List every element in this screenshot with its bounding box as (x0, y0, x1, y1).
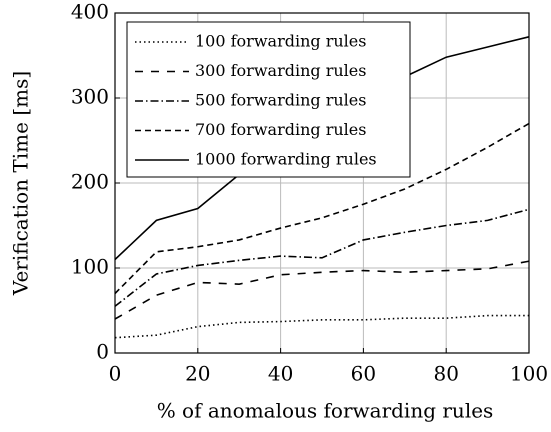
legend-label: 500 forwarding rules (195, 91, 366, 110)
plot-frame (114, 12, 530, 354)
x-tick-label: 80 (433, 362, 458, 386)
x-tick-label: 0 (109, 362, 122, 386)
series-line (114, 208, 530, 307)
series-line (114, 260, 530, 320)
legend-label: 300 forwarding rules (195, 61, 366, 80)
y-axis-label: Verification Time [ms] (9, 71, 33, 296)
legend-label: 1000 forwarding rules (195, 150, 377, 169)
legend-box (126, 21, 411, 178)
legend-label: 700 forwarding rules (195, 120, 366, 139)
y-tick-label: 400 (71, 0, 109, 24)
series-line (114, 314, 529, 339)
x-tick-label: 100 (510, 362, 548, 386)
x-tick-label: 20 (185, 362, 210, 386)
y-tick-label: 300 (71, 85, 109, 109)
x-tick-label: 40 (268, 362, 293, 386)
y-tick-label: 100 (71, 255, 109, 279)
y-tick-label: 200 (71, 170, 109, 194)
legend-label: 100 forwarding rules (195, 32, 366, 51)
x-axis-label: % of anomalous forwarding rules (157, 399, 494, 423)
y-tick-label: 0 (96, 340, 109, 364)
x-tick-label: 60 (351, 362, 376, 386)
